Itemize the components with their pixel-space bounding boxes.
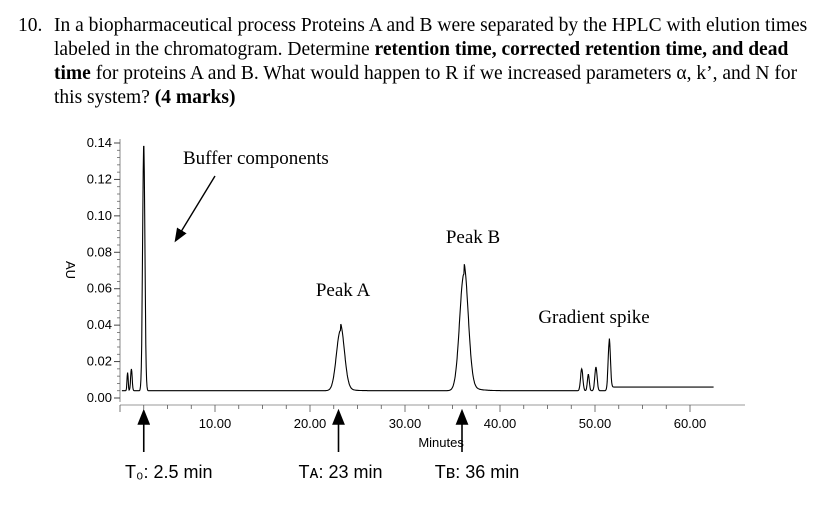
y-axis-label: AU: [63, 261, 78, 279]
y-tick-label: 0.14: [87, 135, 112, 150]
time-marker-label: T₀: 2.5 min: [125, 462, 213, 482]
chart-axes: 0.00 0.02 0.04 0.06 0.08 0.10 0.12 0.14 AU 10.00 2…: [63, 135, 745, 450]
x-tick-label: 20.00: [294, 416, 327, 431]
x-tick-label: 50.00: [579, 416, 612, 431]
time-marker-label: Tᴀ: 23 min: [299, 462, 383, 482]
annotation-gradient-spike: Gradient spike: [538, 307, 649, 328]
annotation-peak-a: Peak A: [316, 280, 371, 301]
question-number: 10.: [18, 15, 43, 36]
y-tick-label: 0.02: [87, 354, 112, 369]
annotation-buffer-components: Buffer components: [183, 148, 329, 169]
question-marks: (4 marks): [154, 87, 236, 108]
chart-annotations: Buffer components Peak A Peak B Gradient sp…: [125, 148, 650, 482]
y-tick-label: 0.00: [87, 390, 112, 405]
question-text-part-1: In a biopharmaceutical process Proteins …: [54, 15, 808, 60]
x-tick-label: 10.00: [199, 416, 232, 431]
y-tick-label: 0.06: [87, 281, 112, 296]
y-tick-label: 0.08: [87, 244, 112, 259]
chromatogram-line: [121, 145, 714, 392]
y-tick-label: 0.10: [87, 208, 112, 223]
x-tick-label: 40.00: [484, 416, 517, 431]
annotation-peak-b: Peak B: [446, 227, 500, 248]
question-bold-part-1: retention time, corrected retention time…: [54, 39, 789, 84]
chromatogram-trace: [121, 145, 714, 392]
x-tick-label: 60.00: [674, 416, 707, 431]
buffer-arrow: [174, 175, 216, 243]
question-text-part-2: for proteins A and B. What would happen …: [54, 63, 798, 108]
x-axis-label: Minutes: [418, 435, 464, 450]
y-tick-label: 0.12: [87, 171, 112, 186]
time-marker-label: Tʙ: 36 min: [435, 462, 520, 482]
x-tick-label: 30.00: [389, 416, 422, 431]
question-body: In a biopharmaceutical process Proteins …: [54, 14, 814, 110]
y-tick-label: 0.04: [87, 317, 112, 332]
